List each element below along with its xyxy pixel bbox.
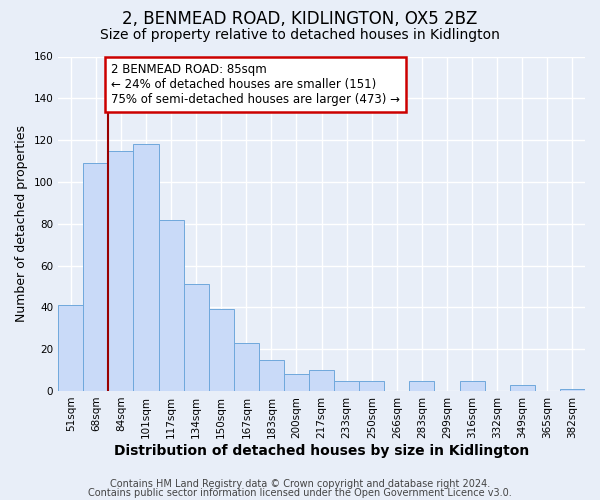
Bar — [158, 220, 184, 391]
Text: Contains HM Land Registry data © Crown copyright and database right 2024.: Contains HM Land Registry data © Crown c… — [110, 479, 490, 489]
Text: 2, BENMEAD ROAD, KIDLINGTON, OX5 2BZ: 2, BENMEAD ROAD, KIDLINGTON, OX5 2BZ — [122, 10, 478, 28]
Bar — [359, 380, 385, 391]
Bar — [133, 144, 158, 391]
Bar — [83, 163, 109, 391]
Bar — [334, 380, 359, 391]
Bar — [284, 374, 309, 391]
Y-axis label: Number of detached properties: Number of detached properties — [15, 125, 28, 322]
Bar — [460, 380, 485, 391]
Bar — [259, 360, 284, 391]
Bar — [109, 150, 133, 391]
Bar — [409, 380, 434, 391]
Bar — [234, 343, 259, 391]
Bar — [58, 306, 83, 391]
Text: Contains public sector information licensed under the Open Government Licence v3: Contains public sector information licen… — [88, 488, 512, 498]
Text: Size of property relative to detached houses in Kidlington: Size of property relative to detached ho… — [100, 28, 500, 42]
Bar — [184, 284, 209, 391]
Bar — [209, 310, 234, 391]
Bar — [510, 384, 535, 391]
Bar — [309, 370, 334, 391]
Text: 2 BENMEAD ROAD: 85sqm
← 24% of detached houses are smaller (151)
75% of semi-det: 2 BENMEAD ROAD: 85sqm ← 24% of detached … — [111, 63, 400, 106]
Bar — [560, 389, 585, 391]
X-axis label: Distribution of detached houses by size in Kidlington: Distribution of detached houses by size … — [114, 444, 529, 458]
